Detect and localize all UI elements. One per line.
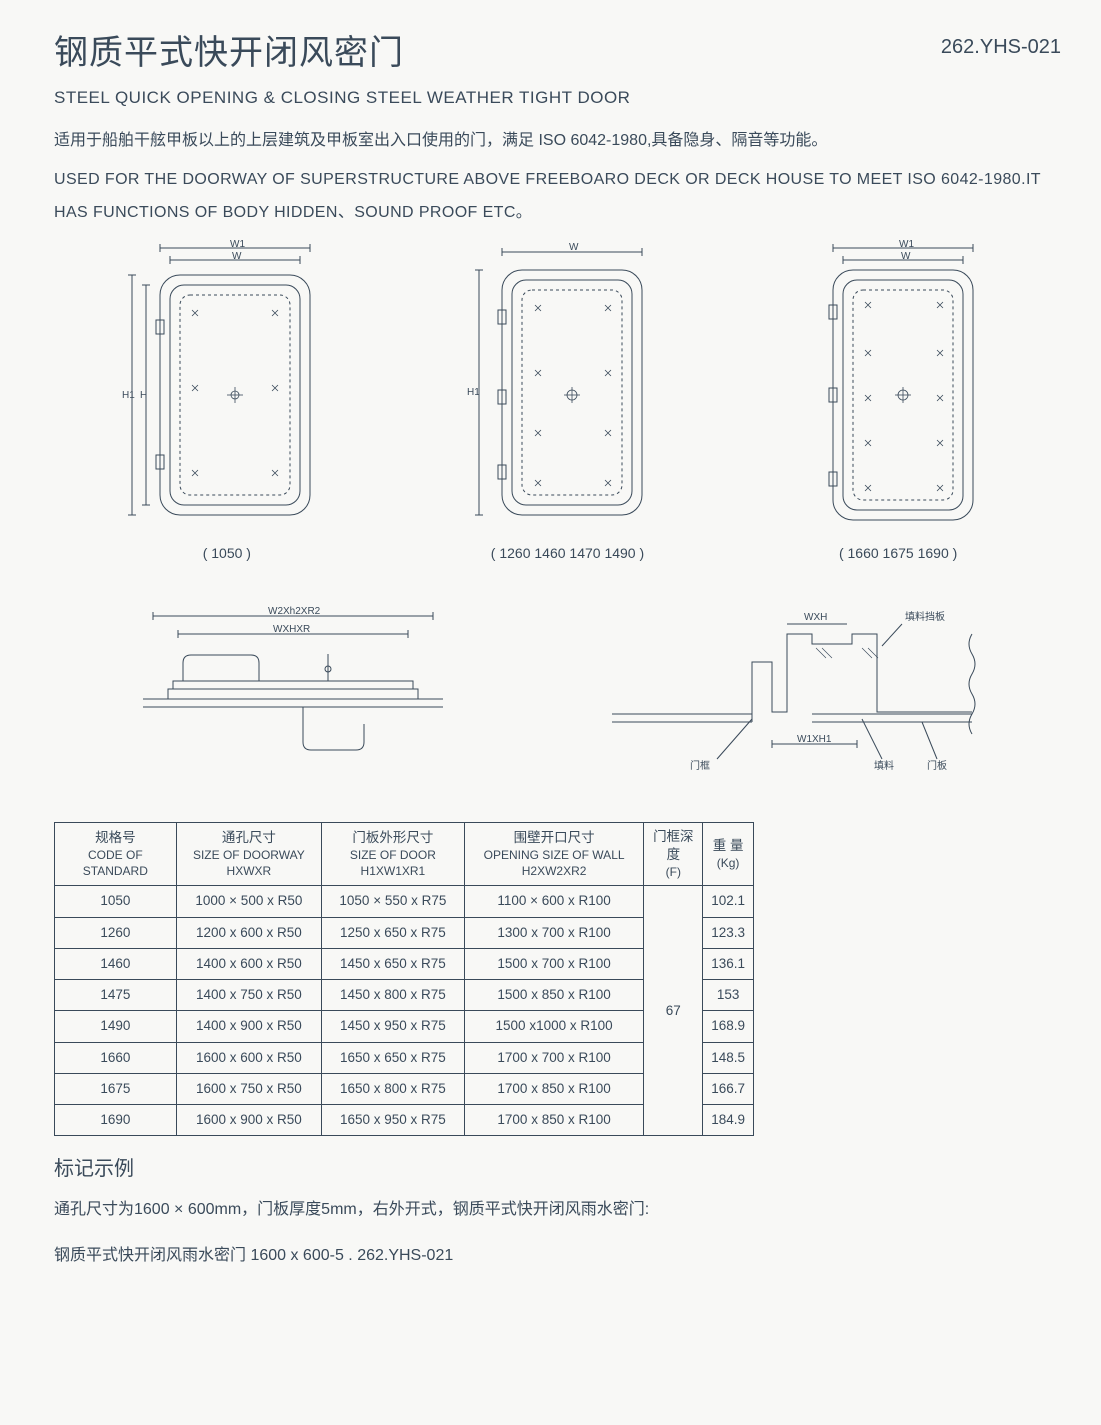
example-line-2: 钢质平式快开闭风雨水密门 1600 x 600-5 . 262.YHS-021 [54, 1244, 1061, 1268]
dim-w1-label-3: W1 [899, 240, 914, 250]
col-wall: 围壁开口尺寸OPENING SIZE OF WALL H2XW2XR2 [464, 822, 644, 886]
door-caption-1: ( 1050 ) [112, 543, 342, 564]
section-top-view: W2Xh2XR2 WXHXR [123, 604, 463, 792]
dim-w-label: W [232, 251, 242, 262]
table-row: 10501000 × 500 x R501050 × 550 x R751100… [55, 886, 754, 917]
table-cell: 1660 [55, 1042, 177, 1073]
table-cell: 1200 x 600 x R50 [176, 917, 321, 948]
door-elevations-row: W1 W H1 H ( 1050 ) [54, 240, 1061, 565]
door-svg-2: W H1 [457, 240, 677, 530]
table-cell: 1000 × 500 x R50 [176, 886, 321, 917]
table-cell: 148.5 [703, 1042, 754, 1073]
dim-h1-label-2: H1 [467, 387, 480, 398]
table-cell: 1400 x 750 x R50 [176, 980, 321, 1011]
table-cell: 1100 × 600 x R100 [464, 886, 644, 917]
label-w1xh1: W1XH1 [797, 734, 832, 745]
label-wxh: WXH [804, 612, 827, 623]
door-diagram-3: W1 W ( 1660 1675 1690 ) [793, 240, 1003, 565]
section-detail-svg: WXH 填料挡板 W1XH1 门框 填料 门板 [602, 604, 992, 784]
example-header: 标记示例 [54, 1154, 1061, 1184]
table-cell: 1500 x 850 x R100 [464, 980, 644, 1011]
col-code: 规格号CODE OF STANDARD [55, 822, 177, 886]
dim-w-label-3: W [901, 251, 911, 262]
table-cell: 1700 x 700 x R100 [464, 1042, 644, 1073]
label-panel: 门板 [927, 759, 947, 772]
col-door: 门板外形尺寸SIZE OF DOOR H1XW1XR1 [322, 822, 465, 886]
table-cell: 1500 x 700 x R100 [464, 948, 644, 979]
spec-table: 规格号CODE OF STANDARD 通孔尺寸SIZE OF DOORWAY … [54, 822, 754, 1137]
table-cell: 102.1 [703, 886, 754, 917]
table-cell: 1260 [55, 917, 177, 948]
label-fill: 填料 [874, 759, 894, 772]
table-cell: 1600 x 900 x R50 [176, 1105, 321, 1136]
label-frame: 门框 [690, 759, 710, 772]
col-weight: 重 量(Kg) [703, 822, 754, 886]
table-cell: 1700 x 850 x R100 [464, 1073, 644, 1104]
description-zh: 适用于船舶干舷甲板以上的上层建筑及甲板室出入口使用的门，满足 ISO 6042-… [54, 129, 1061, 153]
table-cell: 1460 [55, 948, 177, 979]
col-depth: 门框深度(F) [644, 822, 703, 886]
table-cell: 136.1 [703, 948, 754, 979]
dim-w2h2r2: W2Xh2XR2 [268, 606, 321, 617]
door-svg-3: W1 W [793, 240, 1003, 530]
title-en: STEEL QUICK OPENING & CLOSING STEEL WEAT… [54, 85, 1061, 111]
dim-w-label-2: W [569, 242, 579, 253]
spec-table-body: 10501000 × 500 x R501050 × 550 x R751100… [55, 886, 754, 1136]
col-doorway: 通孔尺寸SIZE OF DOORWAY HXWXR [176, 822, 321, 886]
cross-sections-row: W2Xh2XR2 WXHXR WXH 填料挡板 [54, 604, 1061, 792]
depth-merged-cell: 67 [644, 886, 703, 1136]
table-cell: 1450 x 650 x R75 [322, 948, 465, 979]
table-cell: 1050 × 550 x R75 [322, 886, 465, 917]
table-cell: 1050 [55, 886, 177, 917]
table-cell: 1600 x 750 x R50 [176, 1073, 321, 1104]
door-caption-3: ( 1660 1675 1690 ) [793, 543, 1003, 564]
table-cell: 1400 x 900 x R50 [176, 1011, 321, 1042]
title-zh: 钢质平式快开闭风密门 [54, 28, 404, 79]
door-diagram-2: W H1 ( 1260 1460 1470 1490 ) [457, 240, 677, 565]
table-cell: 1250 x 650 x R75 [322, 917, 465, 948]
table-cell: 168.9 [703, 1011, 754, 1042]
table-cell: 166.7 [703, 1073, 754, 1104]
example-line-1: 通孔尺寸为1600 × 600mm，门板厚度5mm，右外开式，钢质平式快开闭风雨… [54, 1198, 1061, 1222]
header-row: 钢质平式快开闭风密门 262.YHS-021 [54, 28, 1061, 79]
doc-code: 262.YHS-021 [941, 32, 1061, 62]
dim-w1-label: W1 [230, 240, 245, 250]
table-cell: 1600 x 600 x R50 [176, 1042, 321, 1073]
dim-h1-label: H1 [122, 390, 135, 401]
table-cell: 1400 x 600 x R50 [176, 948, 321, 979]
dim-h-label: H [140, 390, 147, 401]
table-cell: 184.9 [703, 1105, 754, 1136]
table-cell: 1490 [55, 1011, 177, 1042]
section-top-svg: W2Xh2XR2 WXHXR [123, 604, 463, 784]
table-cell: 1675 [55, 1073, 177, 1104]
table-cell: 1650 x 950 x R75 [322, 1105, 465, 1136]
table-cell: 153 [703, 980, 754, 1011]
door-diagram-1: W1 W H1 H ( 1050 ) [112, 240, 342, 565]
table-cell: 1450 x 950 x R75 [322, 1011, 465, 1042]
table-cell: 1500 x1000 x R100 [464, 1011, 644, 1042]
description-en: USED FOR THE DOORWAY OF SUPERSTRUCTURE A… [54, 163, 1061, 230]
door-caption-2: ( 1260 1460 1470 1490 ) [457, 543, 677, 564]
table-cell: 1475 [55, 980, 177, 1011]
table-cell: 1700 x 850 x R100 [464, 1105, 644, 1136]
table-cell: 1650 x 800 x R75 [322, 1073, 465, 1104]
door-svg-1: W1 W H1 H [112, 240, 342, 530]
table-header-row: 规格号CODE OF STANDARD 通孔尺寸SIZE OF DOORWAY … [55, 822, 754, 886]
table-cell: 123.3 [703, 917, 754, 948]
table-cell: 1690 [55, 1105, 177, 1136]
label-fill-board: 填料挡板 [905, 610, 945, 623]
section-detail-view: WXH 填料挡板 W1XH1 门框 填料 门板 [602, 604, 992, 792]
dim-wxhxr: WXHXR [273, 624, 310, 635]
table-cell: 1650 x 650 x R75 [322, 1042, 465, 1073]
table-cell: 1300 x 700 x R100 [464, 917, 644, 948]
table-cell: 1450 x 800 x R75 [322, 980, 465, 1011]
